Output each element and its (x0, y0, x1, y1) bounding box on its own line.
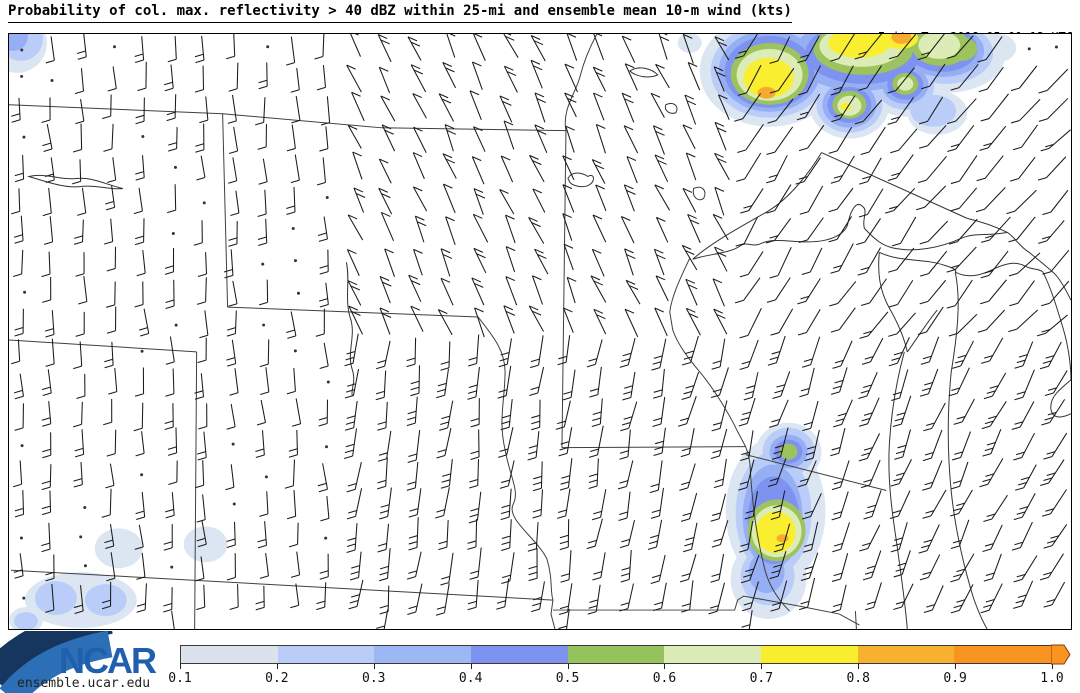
colorbar-tick-label: 1.0 (1040, 671, 1064, 686)
colorbar-segments (180, 645, 1052, 664)
colorbar-segment-0.2 (277, 646, 375, 663)
ncar-logo: NCAR ensemble.ucar.edu (0, 604, 175, 693)
colorbar-tick-label: 0.1 (168, 671, 192, 686)
site-url: ensemble.ucar.edu (17, 676, 151, 691)
colorbar-tick (858, 664, 860, 669)
colorbar-segment-0.4 (471, 646, 568, 663)
colorbar-segment-0.6 (664, 646, 762, 663)
map-canvas (9, 34, 1071, 629)
colorbar-tick-label: 0.8 (846, 671, 870, 686)
colorbar-tick (180, 664, 181, 669)
colorbar-segment-0.9 (954, 646, 1052, 663)
colorbar-tick (955, 664, 957, 669)
colorbar-tick-label: 0.4 (458, 671, 483, 686)
colorbar-tick (470, 664, 472, 669)
colorbar-arrow-icon (1051, 644, 1071, 665)
probability-contours (9, 34, 1017, 629)
colorbar-segment-0.7 (761, 646, 858, 663)
colorbar-segment-0.5 (567, 646, 665, 663)
colorbar-segment-0.8 (857, 646, 955, 663)
colorbar-tick-label: 0.7 (749, 671, 774, 686)
footer: NCAR ensemble.ucar.edu 0.1 0.2 0.3 0.4 0.5 0.… (0, 604, 1080, 693)
ncar-wordmark: NCAR (59, 640, 157, 681)
colorbar-tick (761, 664, 763, 669)
colorbar-tick (1052, 664, 1053, 669)
wind-barbs (11, 34, 1071, 629)
colorbar-tick-label: 0.5 (555, 671, 580, 686)
colorbar-tick-label: 0.9 (943, 671, 967, 686)
colorbar-segment-0.3 (374, 646, 472, 663)
colorbar-tick-label: 0.6 (652, 671, 677, 686)
colorbar-tick (276, 664, 278, 669)
colorbar-tick (664, 664, 666, 669)
forecast-map (8, 33, 1072, 630)
page-title: Probability of col. max. reflectivity > … (8, 3, 792, 23)
lakes-rivers (27, 67, 1071, 629)
colorbar-tick (567, 664, 569, 669)
probability-colorbar: 0.1 0.2 0.3 0.4 0.5 0.6 0.7 0.8 0.9 1.0 (168, 644, 1071, 686)
colorbar-tick-label: 0.2 (265, 671, 289, 686)
colorbar-tick (373, 664, 375, 669)
state-borders (9, 34, 887, 629)
colorbar-segment-0.1 (181, 646, 278, 663)
colorbar-tick-label: 0.3 (362, 671, 386, 686)
